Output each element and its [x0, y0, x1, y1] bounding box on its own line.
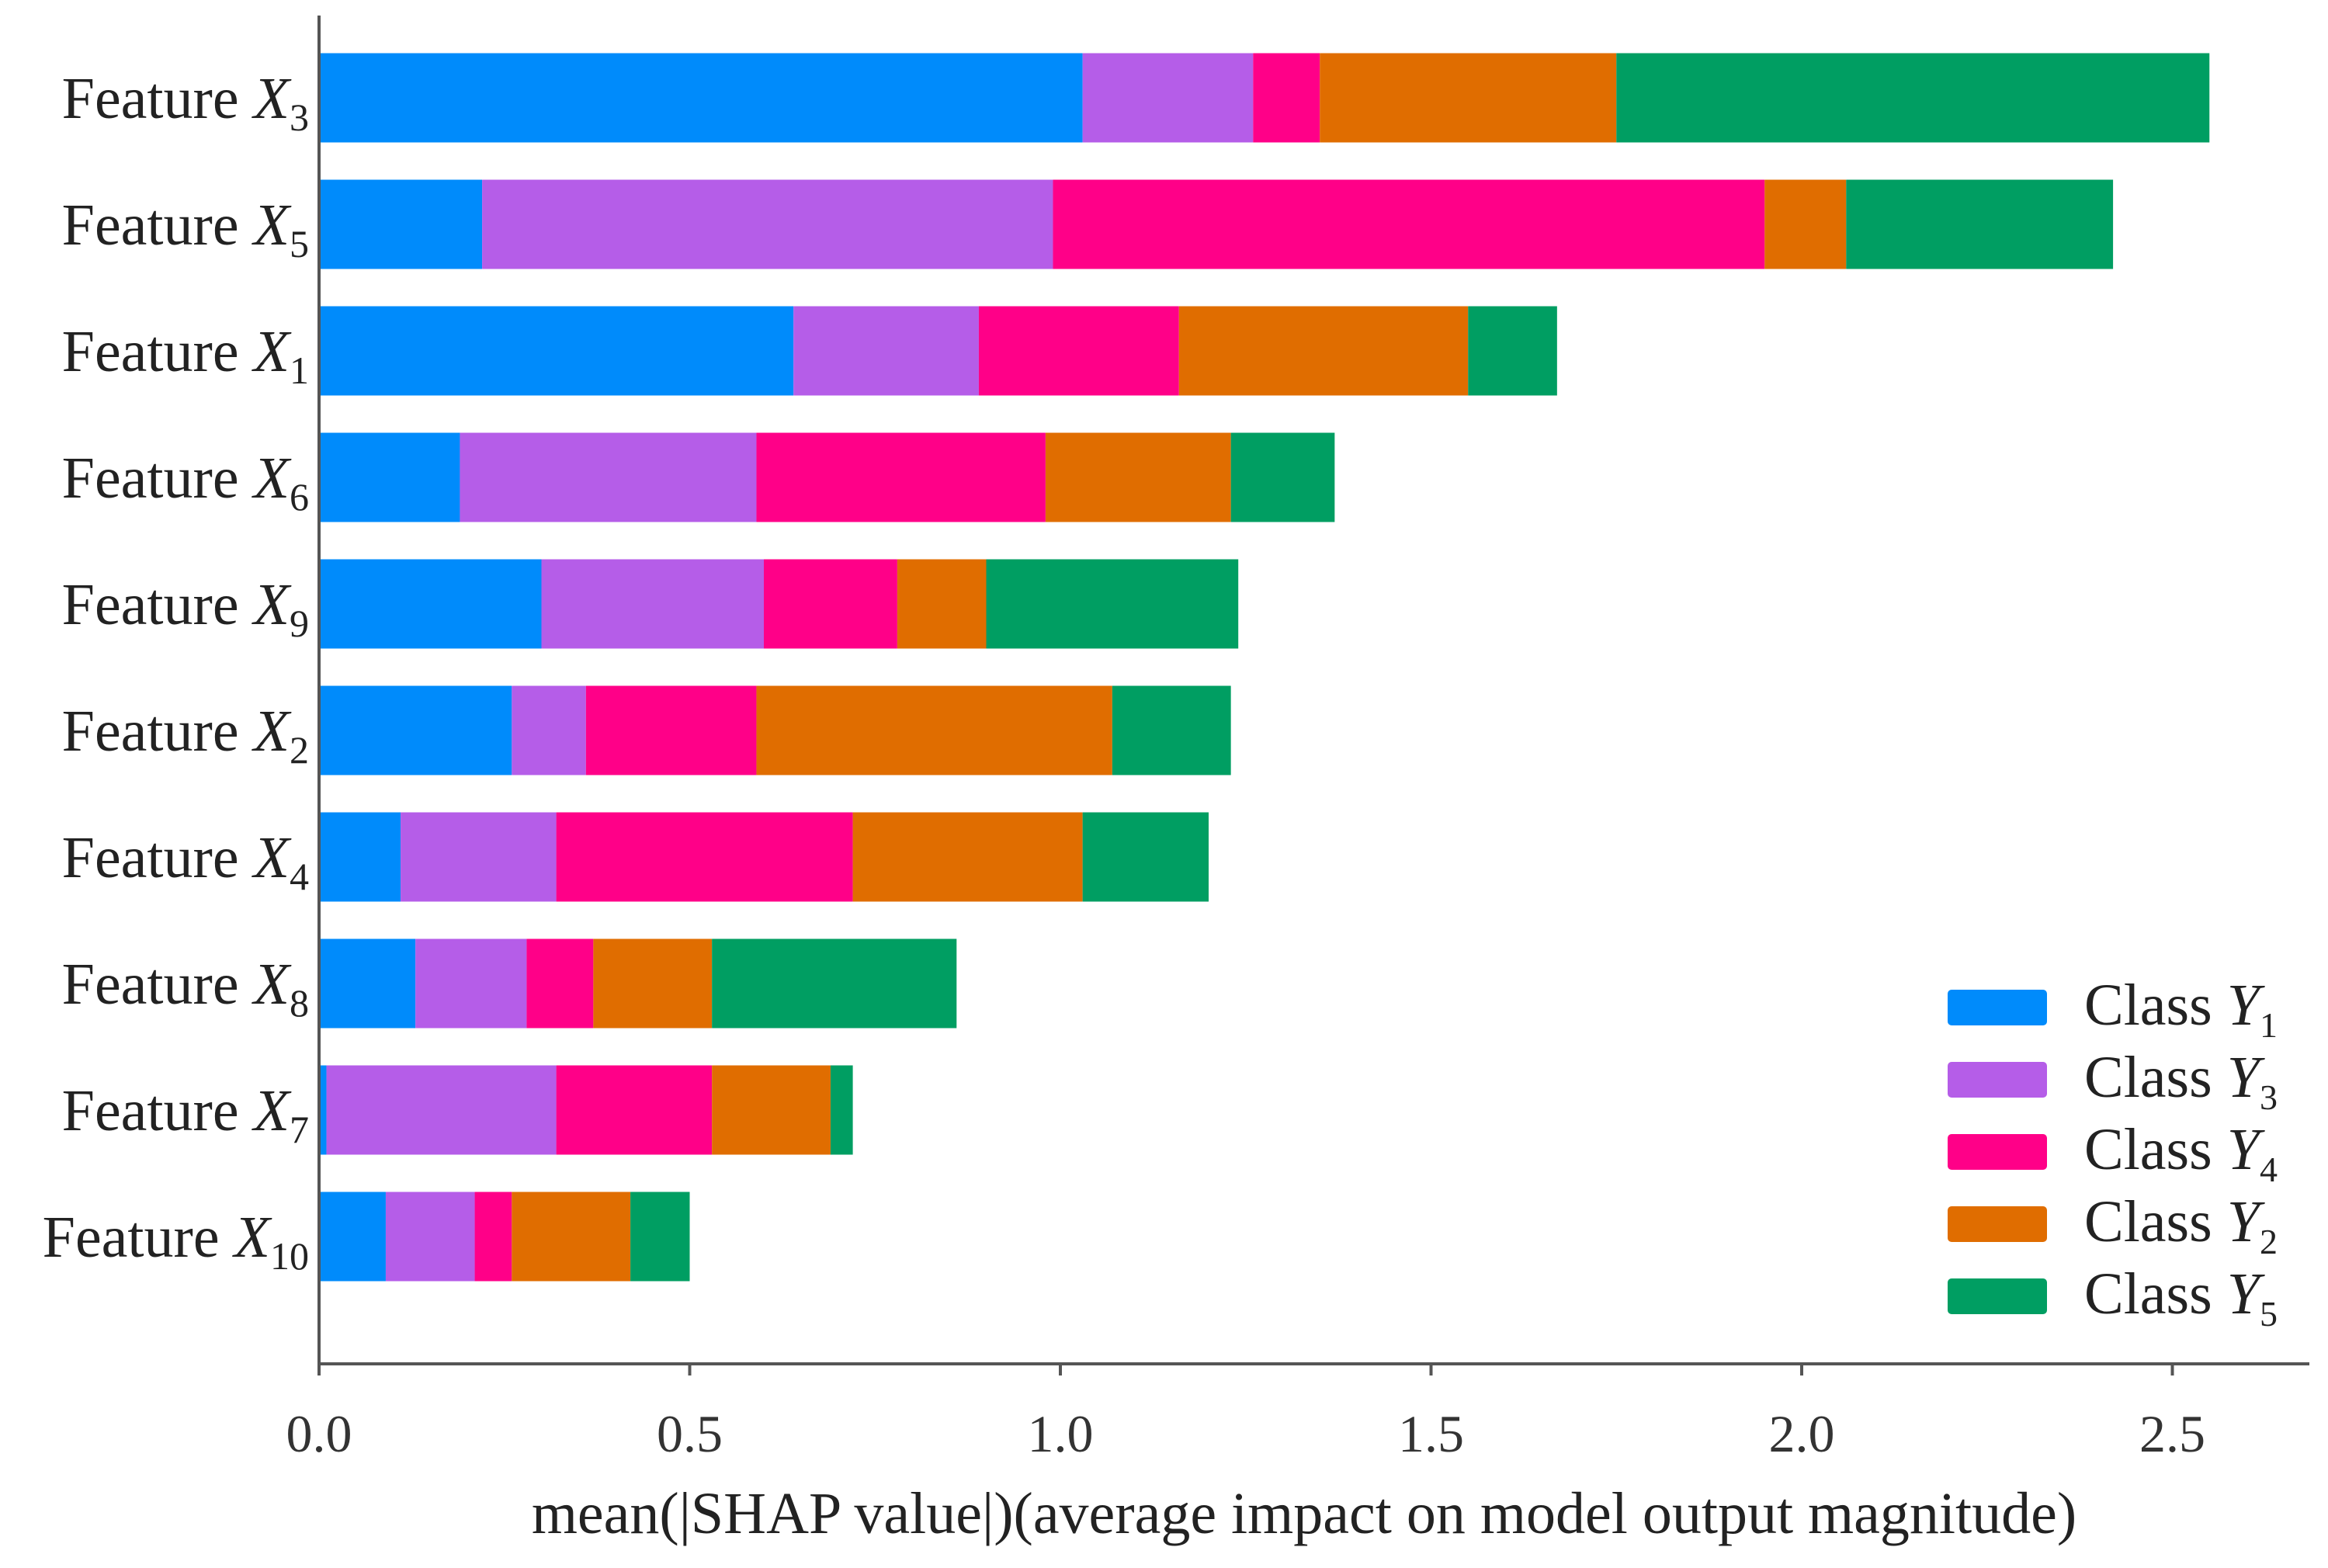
bar-segment-x6-y4	[756, 432, 1046, 522]
x-tick-label: 2.5	[2139, 1404, 2205, 1463]
y-tick-label: Feature X7	[62, 1078, 309, 1151]
x-tick-label: 0.5	[657, 1404, 723, 1463]
y-tick-label: Feature X3	[62, 66, 309, 139]
bar-segment-x9-y1	[319, 559, 542, 649]
bar-segment-x10-y3	[385, 1192, 475, 1282]
legend-swatch-y1	[1948, 990, 2047, 1025]
x-tick-label: 1.5	[1398, 1404, 1464, 1463]
bar-segment-x2-y3	[512, 685, 586, 775]
bar-segment-x9-y4	[764, 559, 897, 649]
bar-segment-x6-y3	[460, 432, 757, 522]
bar-segment-x2-y5	[1112, 685, 1231, 775]
bar-segment-x2-y1	[319, 685, 512, 775]
legend-label-y4: Class Y4	[2084, 1117, 2278, 1189]
y-tick-labels: Feature X3 Feature X5 Feature X1 Feature X6…	[43, 66, 309, 1278]
bar-segment-x9-y2	[897, 559, 987, 649]
bar-segment-x7-y3	[326, 1065, 557, 1155]
bars-group	[319, 53, 2210, 1282]
y-tick-label: Feature X9	[62, 572, 309, 645]
legend-swatch-y2	[1948, 1206, 2047, 1242]
bar-segment-x9-y5	[986, 559, 1239, 649]
legend-label-y2: Class Y2	[2084, 1189, 2278, 1261]
bar-segment-x8-y5	[712, 938, 957, 1029]
legend-label-y1: Class Y1	[2084, 973, 2278, 1045]
bar-segment-x7-y2	[712, 1065, 831, 1155]
y-tick-label: Feature X2	[62, 699, 309, 772]
bar-segment-x3-y2	[1320, 53, 1617, 143]
bar-segment-x10-y2	[512, 1192, 631, 1282]
legend-swatch-y4	[1948, 1134, 2047, 1170]
bar-segment-x8-y1	[319, 938, 416, 1029]
x-tick-label: 1.0	[1028, 1404, 1094, 1463]
bar-segment-x5-y2	[1764, 179, 1847, 269]
legend-swatch-y3	[1948, 1062, 2047, 1098]
bar-segment-x3-y5	[1616, 53, 2210, 143]
y-tick-label: Feature X4	[62, 825, 309, 898]
x-tick-labels: 0.0 0.5 1.0 1.5 2.0 2.5	[286, 1364, 2205, 1463]
bar-segment-x10-y5	[630, 1192, 690, 1282]
bar-segment-x4-y3	[401, 812, 557, 902]
bar-segment-x2-y4	[585, 685, 757, 775]
x-tick-label: 0.0	[286, 1404, 352, 1463]
bar-segment-x3-y3	[1082, 53, 1254, 143]
bar-segment-x1-y4	[978, 306, 1179, 396]
bar-segment-x2-y2	[756, 685, 1112, 775]
bar-segment-x6-y5	[1230, 432, 1335, 522]
bar-segment-x5-y5	[1846, 179, 2114, 269]
bar-segment-x10-y1	[319, 1192, 386, 1282]
bar-segment-x1-y5	[1468, 306, 1557, 396]
bar-segment-x7-y5	[830, 1065, 853, 1155]
bar-segment-x5-y3	[482, 179, 1053, 269]
bar-segment-x3-y1	[319, 53, 1083, 143]
legend-label-y3: Class Y3	[2084, 1045, 2278, 1117]
bar-segment-x5-y4	[1053, 179, 1765, 269]
bar-segment-x9-y3	[541, 559, 764, 649]
bar-segment-x7-y4	[556, 1065, 713, 1155]
bar-segment-x8-y3	[415, 938, 527, 1029]
y-tick-label: Feature X10	[43, 1205, 309, 1278]
y-tick-label: Feature X1	[62, 319, 309, 392]
bar-segment-x1-y3	[793, 306, 979, 396]
x-axis-label: mean(|SHAP value|)(average impact on mod…	[532, 1481, 2076, 1546]
bar-segment-x1-y2	[1178, 306, 1469, 396]
bar-segment-x6-y2	[1045, 432, 1231, 522]
y-tick-label: Feature X5	[62, 193, 309, 265]
bar-segment-x7-y1	[319, 1065, 327, 1155]
y-tick-label: Feature X6	[62, 446, 309, 519]
x-tick-label: 2.0	[1769, 1404, 1835, 1463]
bar-segment-x8-y4	[526, 938, 594, 1029]
bar-segment-x4-y4	[556, 812, 853, 902]
legend-swatch-y5	[1948, 1278, 2047, 1314]
bar-segment-x5-y1	[319, 179, 483, 269]
bar-segment-x3-y4	[1253, 53, 1320, 143]
bar-segment-x10-y4	[474, 1192, 512, 1282]
y-tick-label: Feature X8	[62, 952, 309, 1025]
bar-segment-x4-y1	[319, 812, 401, 902]
bar-segment-x8-y2	[593, 938, 713, 1029]
legend-label-y5: Class Y5	[2084, 1261, 2278, 1334]
bar-segment-x4-y2	[852, 812, 1083, 902]
bar-segment-x1-y1	[319, 306, 794, 396]
bar-segment-x4-y5	[1082, 812, 1209, 902]
bar-segment-x6-y1	[319, 432, 460, 522]
